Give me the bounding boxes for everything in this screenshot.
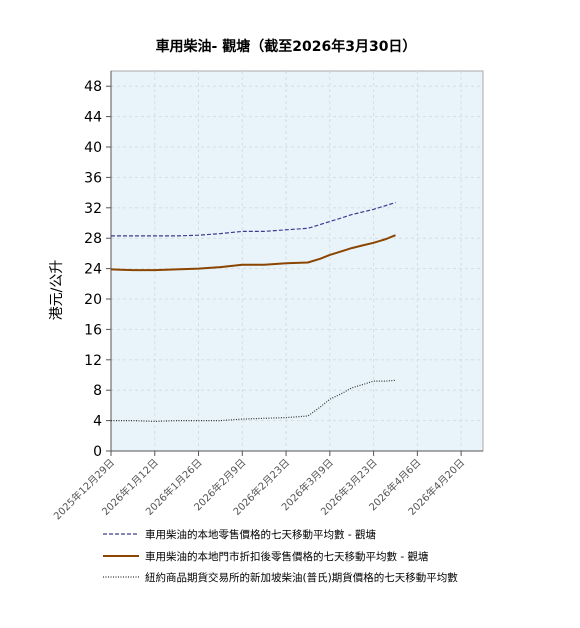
- y-tick-label: 48: [84, 79, 102, 95]
- data-series: [110, 201, 396, 422]
- y-tick-label: 12: [84, 353, 102, 369]
- y-tick-label: 36: [84, 170, 102, 186]
- y-tick-label: 40: [84, 140, 102, 156]
- legend-label-3: 紐約商品期貨交易所的新加坡柴油(普氏)期貨價格的七天移動平均數: [145, 571, 458, 584]
- y-tick-label: 16: [84, 322, 102, 338]
- legend-label-1: 車用柴油的本地零售價格的七天移動平均數 - 觀塘: [145, 528, 376, 541]
- plot-area: [110, 70, 484, 452]
- y-axis-label: 港元/公升: [49, 260, 65, 321]
- grid-lines: [111, 71, 483, 451]
- y-tick-label: 44: [84, 110, 102, 126]
- y-tick-label: 28: [84, 231, 102, 247]
- y-tick-label: 20: [84, 292, 102, 308]
- legend-label-2: 車用柴油的本地門市折扣後零售價格的七天移動平均數 - 觀塘: [145, 550, 428, 563]
- y-tick-label: 32: [84, 201, 102, 217]
- y-tick-label: 0: [93, 444, 102, 460]
- y-tick-label: 4: [93, 414, 102, 430]
- series-line-2: [110, 234, 396, 272]
- legend: 車用柴油的本地零售價格的七天移動平均數 - 觀塘車用柴油的本地門市折扣後零售價格…: [103, 528, 458, 584]
- y-tick-label: 8: [93, 383, 102, 399]
- chart-title: 車用柴油- 觀塘（截至2026年3月30日）: [156, 38, 417, 55]
- series-line-1: [111, 201, 396, 237]
- y-tick-label: 24: [84, 262, 102, 278]
